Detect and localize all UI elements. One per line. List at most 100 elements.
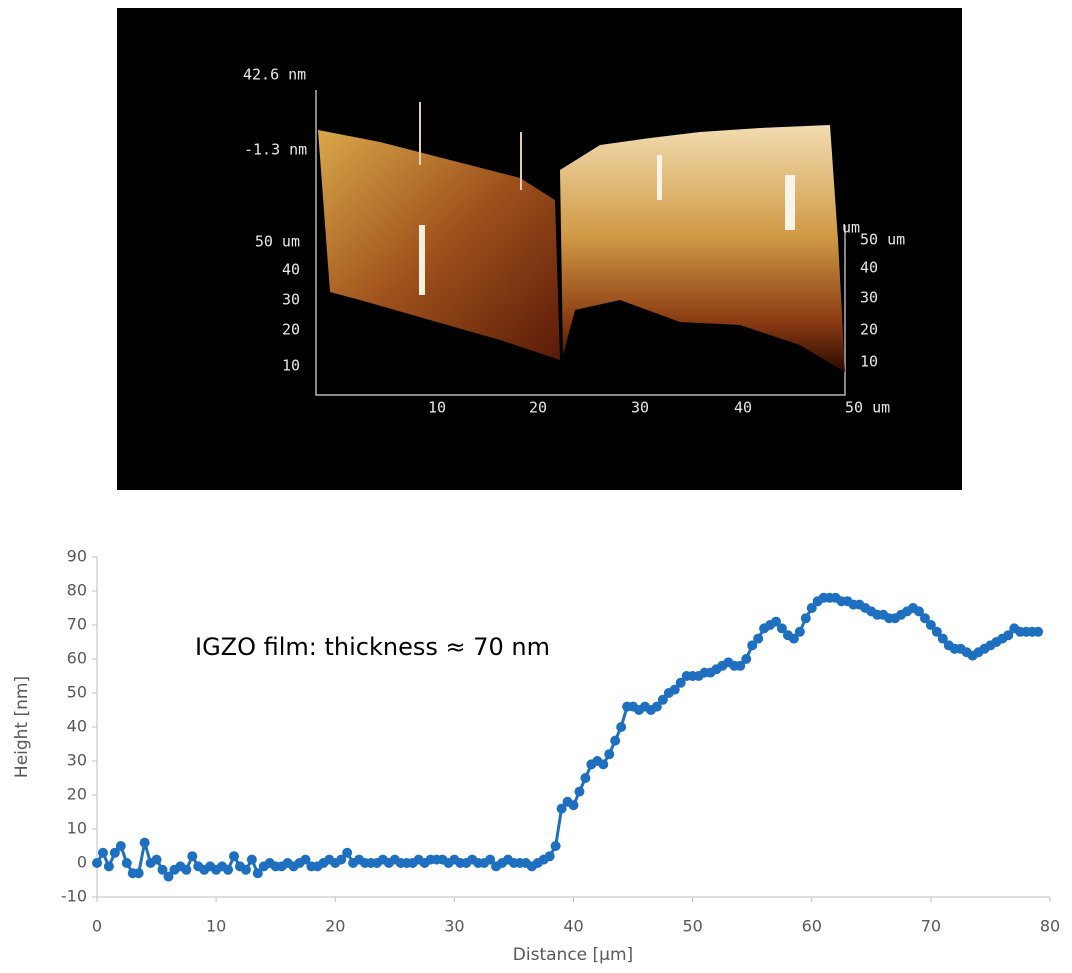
data-point: [157, 864, 168, 875]
right-y-label: 10: [860, 353, 878, 371]
data-point: [485, 854, 496, 865]
data-point: [574, 786, 585, 797]
data-point: [937, 633, 948, 644]
data-point: [747, 640, 758, 651]
data-point: [598, 759, 609, 770]
data-point: [246, 854, 257, 865]
y-tick-label: 40: [67, 717, 87, 736]
right-y-label: 40: [860, 259, 878, 277]
data-point: [300, 854, 311, 865]
data-point: [115, 841, 126, 851]
data-point: [616, 722, 627, 732]
bottom-x-label: 10: [428, 399, 446, 417]
left-y-label: 20: [282, 321, 300, 339]
x-tick-label: 80: [1040, 917, 1060, 936]
data-point: [139, 837, 150, 848]
z-label: -1.3 nm: [244, 141, 307, 159]
data-point: [342, 847, 353, 858]
data-point: [741, 654, 752, 664]
x-tick-label: 70: [921, 917, 941, 936]
bottom-x-label: 50 um: [845, 399, 890, 417]
x-axis-title: Distance [µm]: [513, 945, 633, 965]
data-point: [556, 803, 567, 814]
data-point: [92, 858, 102, 868]
afm-spike: [419, 225, 425, 295]
y-tick-label: 70: [67, 615, 87, 634]
data-point: [151, 854, 162, 865]
data-point: [336, 854, 347, 865]
y-tick-label: 80: [67, 581, 87, 600]
bottom-x-label: 20: [529, 399, 547, 417]
data-point: [568, 800, 579, 811]
data-point: [163, 871, 174, 882]
data-point: [753, 633, 764, 644]
bottom-x-label: 40: [734, 399, 752, 417]
data-point: [604, 749, 615, 760]
data-point: [240, 864, 251, 875]
data-point: [228, 851, 239, 862]
annotation: IGZO film: thickness ≈ 70 nm: [195, 633, 550, 661]
left-y-label: 50 um: [255, 233, 300, 251]
data-point: [133, 868, 144, 879]
line-chart: IGZO film: thickness ≈ 70 nm Distance [µ…: [12, 547, 1060, 966]
x-tick-label: 10: [206, 917, 226, 936]
x-tick-label: 40: [563, 917, 583, 936]
data-point: [913, 606, 924, 617]
data-point: [800, 613, 811, 624]
data-point: [580, 773, 591, 783]
data-point: [919, 613, 930, 624]
afm-surface-right: [560, 125, 845, 372]
data-point: [794, 626, 805, 637]
data-point: [187, 851, 198, 862]
x-tick-label: 20: [325, 917, 345, 936]
data-point: [1033, 626, 1044, 637]
data-point: [121, 858, 132, 868]
data-point: [771, 616, 782, 627]
data-point: [109, 847, 120, 858]
y-tick-label: 60: [67, 649, 87, 668]
afm-axes: [315, 90, 846, 396]
y-tick-label: 0: [77, 853, 87, 872]
bottom-x-label: 30: [631, 399, 649, 417]
y-axis-title: Height [nm]: [12, 676, 32, 778]
data-point: [651, 701, 662, 712]
data-point: [806, 603, 817, 613]
data-point: [776, 623, 787, 634]
afm-spike: [785, 175, 795, 230]
data-point: [610, 735, 621, 746]
x-tick-label: 30: [444, 917, 464, 936]
afm-surface-left: [318, 130, 560, 360]
y-tick-label: -10: [61, 887, 87, 906]
data-point: [675, 677, 686, 688]
data-point: [550, 841, 561, 851]
data-point: [735, 660, 746, 671]
data-point: [103, 861, 114, 872]
y-tick-label: 30: [67, 751, 87, 770]
y-tick-label: 20: [67, 785, 87, 804]
y-tick-label: 90: [67, 547, 87, 566]
data-point: [252, 868, 263, 879]
x-tick-label: 0: [92, 917, 102, 936]
data-point: [925, 620, 936, 630]
z-label: 42.6 nm: [243, 66, 306, 84]
data-point: [657, 694, 668, 705]
right-y-label: 50 um: [860, 231, 905, 249]
right-y-label: 30: [860, 289, 878, 307]
x-tick-label: 50: [682, 917, 702, 936]
left-y-label: 10: [282, 357, 300, 375]
data-point: [669, 684, 680, 695]
left-y-label: 30: [282, 291, 300, 309]
data-point: [544, 851, 555, 862]
y-tick-label: 10: [67, 819, 87, 838]
afm-spike: [657, 155, 662, 200]
data-point: [931, 626, 942, 637]
y-tick-label: 50: [67, 683, 87, 702]
data-point: [1003, 630, 1014, 641]
data-point: [223, 864, 234, 875]
left-y-label: 40: [282, 261, 300, 279]
right-y-label: 20: [860, 321, 878, 339]
data-point: [97, 847, 108, 858]
